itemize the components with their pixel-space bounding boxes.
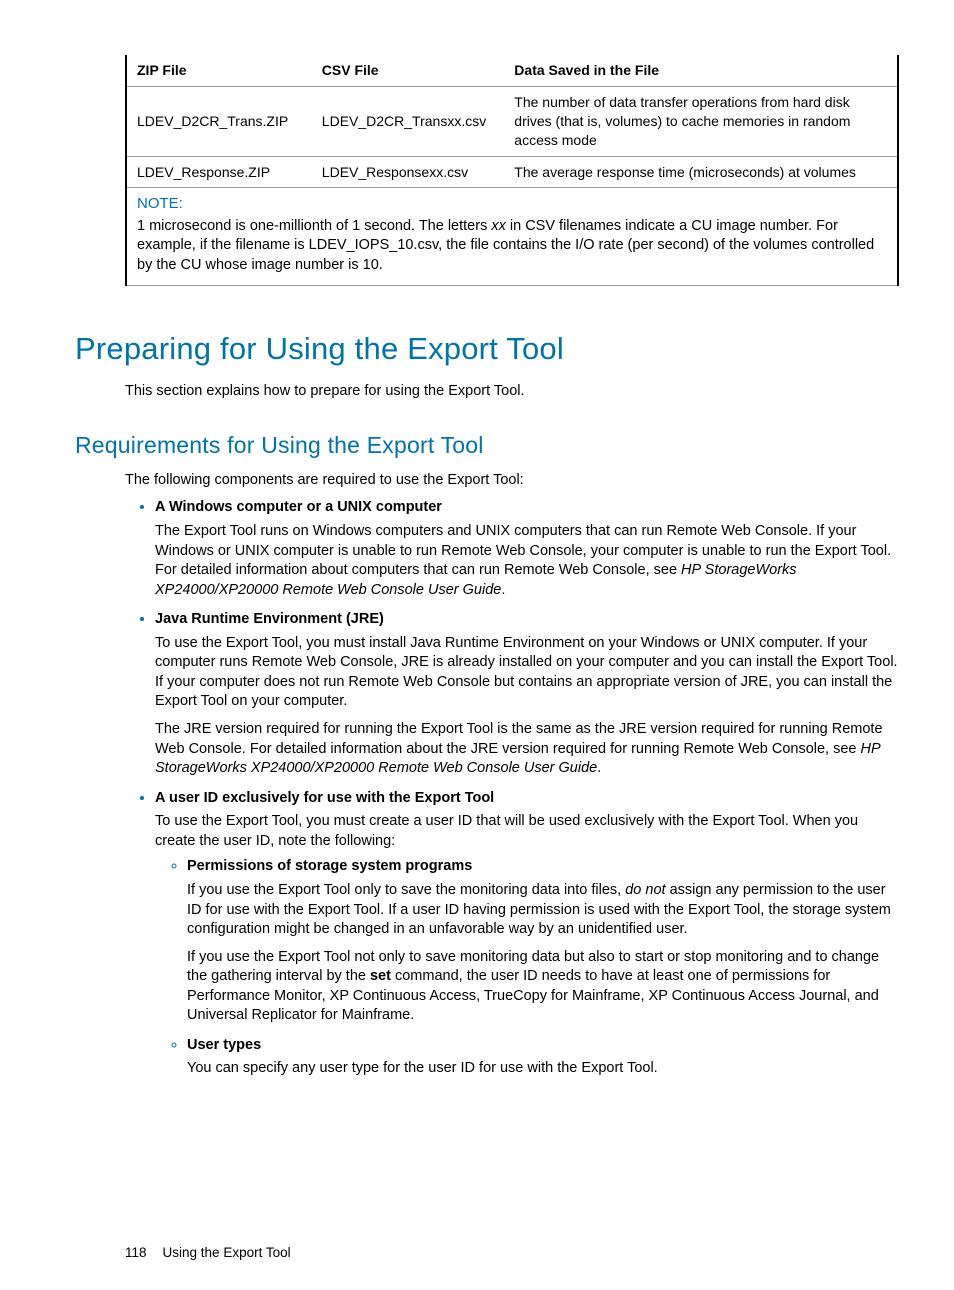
note-body: 1 microsecond is one-millionth of 1 seco… <box>127 215 897 287</box>
list-item: Permissions of storage system programs I… <box>187 857 899 1026</box>
table-cell: LDEV_Responsexx.csv <box>312 156 505 188</box>
list-item: User types You can specify any user type… <box>187 1036 899 1079</box>
intro-paragraph: This section explains how to prepare for… <box>125 382 899 402</box>
list-item-head: A user ID exclusively for use with the E… <box>155 789 899 809</box>
list-item-body: To use the Export Tool, you must install… <box>155 634 899 712</box>
list-item-body: If you use the Export Tool not only to s… <box>187 948 899 1026</box>
list-item-body: The JRE version required for running the… <box>155 720 899 779</box>
list-item-body: The Export Tool runs on Windows computer… <box>155 522 899 600</box>
list-item: Java Runtime Environment (JRE) To use th… <box>155 610 899 779</box>
table-cell: LDEV_D2CR_Transxx.csv <box>312 86 505 156</box>
table-row: LDEV_D2CR_Trans.ZIP LDEV_D2CR_Transxx.cs… <box>127 86 897 156</box>
list-item-body: To use the Export Tool, you must create … <box>155 812 899 851</box>
footer-section: Using the Export Tool <box>163 1245 291 1260</box>
note-label: NOTE: <box>127 188 897 214</box>
table-cell: The number of data transfer operations f… <box>504 86 897 156</box>
list-item-head: A Windows computer or a UNIX computer <box>155 498 899 518</box>
list-item-head: User types <box>187 1036 899 1056</box>
page-number: 118 <box>125 1245 147 1260</box>
list-item: A user ID exclusively for use with the E… <box>155 789 899 1079</box>
file-table-block: ZIP File CSV File Data Saved in the File… <box>125 55 899 286</box>
heading-requirements: Requirements for Using the Export Tool <box>75 430 899 461</box>
table-row: LDEV_Response.ZIP LDEV_Responsexx.csv Th… <box>127 156 897 188</box>
page-footer: 118 Using the Export Tool <box>125 1244 291 1262</box>
file-table: ZIP File CSV File Data Saved in the File… <box>127 55 897 188</box>
table-header: Data Saved in the File <box>504 55 897 86</box>
list-item-head: Java Runtime Environment (JRE) <box>155 610 899 630</box>
list-item: A Windows computer or a UNIX computer Th… <box>155 498 899 600</box>
table-cell: The average response time (microseconds)… <box>504 156 897 188</box>
table-cell: LDEV_D2CR_Trans.ZIP <box>127 86 312 156</box>
list-item-head: Permissions of storage system programs <box>187 857 899 877</box>
heading-preparing: Preparing for Using the Export Tool <box>75 328 899 370</box>
table-cell: LDEV_Response.ZIP <box>127 156 312 188</box>
requirements-list: A Windows computer or a UNIX computer Th… <box>135 498 899 1079</box>
sub-list: Permissions of storage system programs I… <box>167 857 899 1079</box>
list-item-body: If you use the Export Tool only to save … <box>187 881 899 940</box>
requirements-intro: The following components are required to… <box>125 471 899 491</box>
list-item-body: You can specify any user type for the us… <box>187 1059 899 1079</box>
table-header: CSV File <box>312 55 505 86</box>
table-header: ZIP File <box>127 55 312 86</box>
